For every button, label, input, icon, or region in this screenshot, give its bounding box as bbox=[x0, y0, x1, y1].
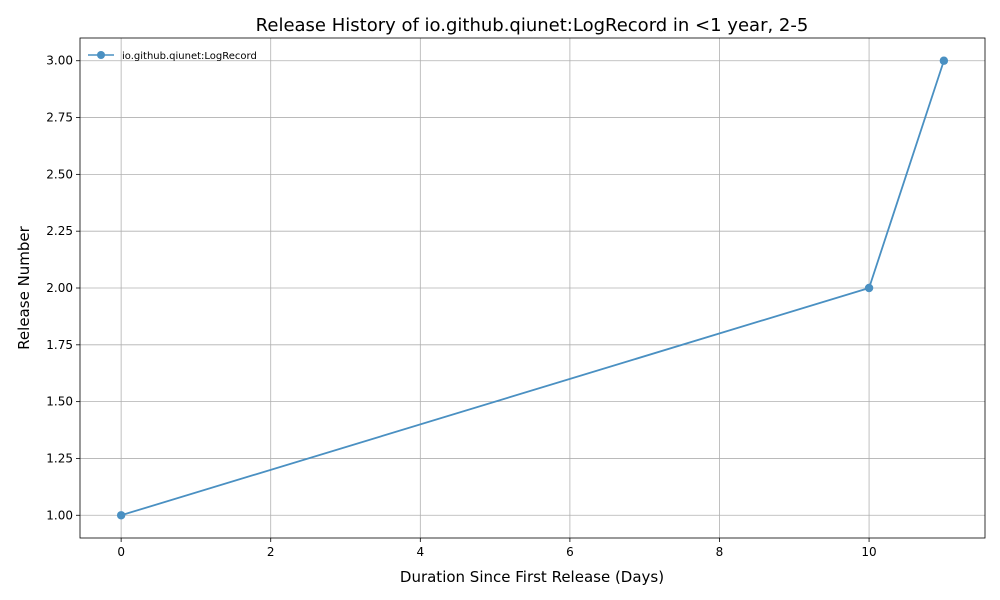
y-axis-ticks: 1.00 1.25 1.50 1.75 2.00 2.25 2.50 2.75 3.00 bbox=[46, 54, 80, 522]
x-axis-ticks: 0 2 4 6 8 10 bbox=[117, 538, 877, 559]
legend-label: io.github.qiunet:LogRecord bbox=[122, 51, 257, 62]
x-tick-label: 2 bbox=[267, 545, 275, 559]
y-tick-label: 1.75 bbox=[46, 338, 73, 352]
y-tick-label: 2.00 bbox=[46, 281, 73, 295]
y-tick-label: 2.75 bbox=[46, 111, 73, 125]
y-tick-label: 1.25 bbox=[46, 451, 73, 465]
grid-lines bbox=[80, 38, 985, 538]
chart-title: Release History of io.github.qiunet:LogR… bbox=[256, 15, 809, 36]
x-tick-label: 4 bbox=[416, 545, 424, 559]
plot-frame bbox=[79, 37, 986, 539]
data-point bbox=[116, 511, 126, 520]
x-axis-label: Duration Since First Release (Days) bbox=[400, 568, 664, 586]
y-tick-label: 3.00 bbox=[46, 54, 73, 68]
y-tick-label: 1.00 bbox=[46, 508, 73, 522]
x-tick-label: 8 bbox=[716, 545, 724, 559]
y-tick-label: 2.50 bbox=[46, 167, 73, 181]
y-tick-label: 1.50 bbox=[46, 395, 73, 409]
legend-point-marker bbox=[97, 51, 105, 59]
y-axis-label: Release Number bbox=[15, 225, 33, 349]
legend: io.github.qiunet:LogRecord bbox=[88, 51, 257, 62]
x-tick-label: 10 bbox=[861, 545, 876, 559]
x-tick-label: 6 bbox=[566, 545, 574, 559]
x-tick-label: 0 bbox=[117, 545, 125, 559]
series-layer bbox=[116, 56, 949, 520]
data-point bbox=[939, 56, 949, 65]
y-tick-label: 2.25 bbox=[46, 224, 73, 238]
data-point bbox=[864, 283, 874, 293]
